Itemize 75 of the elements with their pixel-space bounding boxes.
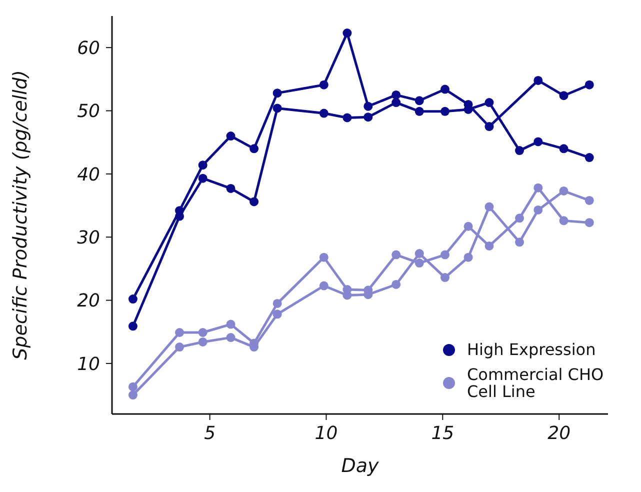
point [414,96,424,106]
legend-label: Commercial CHO Cell Line [467,365,605,401]
point [319,108,328,118]
point [128,294,138,304]
point [515,146,524,156]
point [534,137,543,146]
y-tick-label: 60 [77,38,100,59]
point [272,310,282,319]
point [128,322,138,331]
point [226,333,236,342]
point [272,298,282,308]
x-tick-label: 15 [431,422,454,444]
point [584,218,594,228]
point [534,76,543,85]
point [392,250,401,260]
point [484,122,494,132]
point [319,281,328,290]
point [484,202,494,212]
point [342,28,352,38]
point [392,98,401,108]
point [250,197,259,206]
point [414,249,424,258]
y-axis-title: Specific Productivity (pg/celld) [10,70,32,360]
point [250,144,259,154]
y-tick-label: 10 [77,354,100,375]
x-tick-label: 20 [548,422,571,444]
point [198,160,208,170]
point [484,98,494,108]
point [440,106,450,116]
point [584,153,594,162]
point [584,80,594,90]
point [534,183,543,192]
point [198,328,208,338]
point [319,80,328,90]
point [128,382,138,392]
point [515,214,524,223]
point [559,216,568,226]
y-tick-label: 20 [77,290,100,312]
point [319,252,328,262]
y-tick-label: 50 [77,101,100,122]
x-axis-title: Day [341,455,380,477]
point [440,84,450,94]
point [515,238,524,247]
point [198,337,208,346]
point [440,273,450,282]
point [559,91,568,100]
point [414,106,424,116]
point [175,328,184,338]
point [226,132,236,141]
point [392,90,401,100]
point [128,390,138,400]
y-tick-label: 30 [77,228,100,248]
point [464,222,473,231]
point [484,241,494,250]
point [272,88,282,98]
x-tick-label: 10 [314,422,338,444]
point [272,104,282,113]
point [198,174,208,183]
point [392,280,401,289]
point [559,144,568,154]
point [464,252,473,262]
point [364,112,373,122]
point [226,184,236,193]
legend-label: High Expression [467,340,597,359]
point [534,205,543,214]
x-tick-label: 5 [204,422,216,444]
point [414,258,424,268]
point [440,250,450,260]
point [175,342,184,352]
point [226,320,236,329]
point [584,196,594,205]
point [342,113,352,122]
point [364,102,373,111]
y-tick-label: 40 [77,164,100,186]
point [559,186,568,196]
